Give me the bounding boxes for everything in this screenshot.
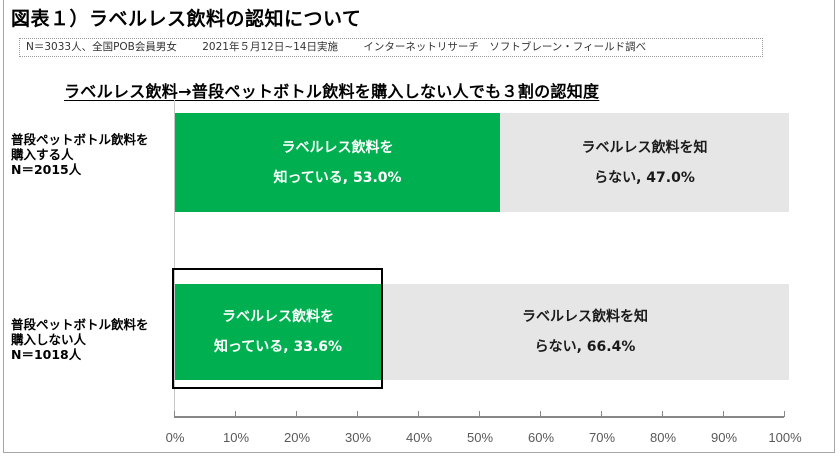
tick-mark — [357, 411, 358, 417]
category-label-buyers: 普段ペットボトル飲料を 購入する人 N＝2015人 — [11, 132, 149, 177]
bar-buyers-not-know: ラベルレス飲料を知 らない, 47.0% — [500, 113, 789, 212]
tick-label: 60% — [527, 430, 555, 445]
tick-mark — [235, 411, 236, 417]
tick-label: 90% — [710, 430, 738, 445]
tick-label: 20% — [283, 430, 311, 445]
category-label-non-buyers: 普段ペットボトル飲料を 購入しない人 N＝1018人 — [11, 317, 149, 362]
tick-label: 40% — [405, 430, 433, 445]
tick-mark — [418, 411, 419, 417]
tick-label: 0% — [165, 430, 185, 445]
y-axis-line — [174, 100, 175, 417]
bar-buyers-know: ラベルレス飲料を 知っている, 53.0% — [175, 113, 500, 212]
tick-label: 100% — [768, 430, 802, 445]
survey-meta: N＝3033人、全国POB会員男女 2021年５月12日~14日実施 インターネ… — [19, 38, 763, 57]
tick-label: 80% — [649, 430, 677, 445]
tick-label: 30% — [344, 430, 372, 445]
tick-label: 70% — [588, 430, 616, 445]
chart-frame — [3, 0, 835, 453]
tick-mark — [540, 411, 541, 417]
tick-label: 10% — [222, 430, 250, 445]
tick-mark — [479, 411, 480, 417]
tick-mark — [174, 411, 175, 417]
meta-method: インターネットリサーチ ソフトブレーン・フィールド調べ — [363, 41, 647, 53]
tick-mark — [296, 411, 297, 417]
bar-non-buyers-not-know: ラベルレス飲料を知 らない, 66.4% — [381, 284, 789, 380]
tick-mark — [723, 411, 724, 417]
chart-subtitle: ラベルレス飲料→普段ペットボトル飲料を購入しない人でも３割の認知度 — [64, 82, 600, 101]
highlight-box — [172, 268, 383, 389]
tick-mark — [784, 411, 785, 417]
tick-mark — [662, 411, 663, 417]
meta-sample: N＝3033人、全国POB会員男女 — [26, 41, 177, 53]
chart-title: 図表１）ラベルレス飲料の認知について — [11, 8, 362, 30]
bar-non-buyers-know: ラベルレス飲料を 知っている, 33.6% — [175, 284, 381, 380]
tick-label: 50% — [466, 430, 494, 445]
meta-period: 2021年５月12日~14日実施 — [202, 41, 338, 53]
tick-mark — [601, 411, 602, 417]
